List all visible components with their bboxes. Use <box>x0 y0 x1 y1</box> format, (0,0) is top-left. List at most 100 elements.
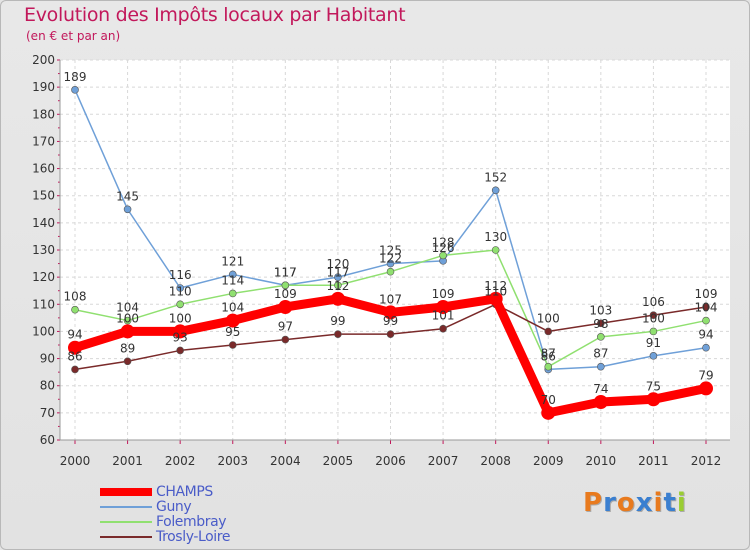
data-point-trosly-loire <box>334 330 342 338</box>
data-label-champs: 109 <box>432 287 455 301</box>
y-tick-label: 60 <box>40 433 55 447</box>
data-point-champs <box>436 300 451 314</box>
y-tick-label: 130 <box>32 243 55 257</box>
x-tick-label: 2004 <box>270 454 301 468</box>
data-point-folembray <box>439 251 447 260</box>
data-label-champs: 94 <box>67 328 82 342</box>
data-label-guny: 116 <box>169 268 192 282</box>
data-label-folembray: 87 <box>541 347 556 361</box>
data-point-guny <box>597 362 605 371</box>
data-label-folembray: 122 <box>379 252 402 266</box>
data-label-trosly-loire: 106 <box>642 295 665 309</box>
data-point-champs <box>699 381 713 396</box>
data-point-champs <box>541 405 556 420</box>
legend-swatch-champs <box>100 488 152 496</box>
data-label-guny: 86 <box>541 349 556 363</box>
data-point-folembray <box>544 362 553 371</box>
legend-swatch-trosly-loire <box>100 536 152 538</box>
legend: CHAMPS Guny Folembray Trosly-Loire <box>100 484 300 545</box>
y-tick-label: 100 <box>32 324 55 338</box>
legend-label-folembray: Folembray <box>156 514 227 530</box>
logo-letter: i <box>653 488 664 518</box>
legend-item-trosly-loire[interactable]: Trosly-Loire <box>100 529 300 545</box>
x-tick-label: 2003 <box>217 454 248 468</box>
legend-label-guny: Guny <box>156 499 192 515</box>
data-label-folembray: 104 <box>116 301 139 315</box>
data-label-champs: 70 <box>541 393 556 407</box>
data-label-folembray: 100 <box>642 311 665 325</box>
data-label-champs: 107 <box>379 292 402 306</box>
data-point-guny <box>649 352 658 360</box>
data-label-trosly-loire: 99 <box>383 314 398 328</box>
data-label-folembray: 104 <box>695 301 718 315</box>
data-label-guny: 125 <box>379 244 402 258</box>
data-label-trosly-loire: 95 <box>225 325 240 339</box>
x-tick-label: 2011 <box>638 454 669 468</box>
data-point-guny <box>491 186 500 195</box>
data-point-champs <box>68 340 82 355</box>
data-label-trosly-loire: 109 <box>695 287 718 301</box>
data-label-guny: 121 <box>221 254 244 268</box>
y-tick-label: 180 <box>32 107 55 121</box>
data-point-trosly-loire <box>702 303 710 311</box>
chart-subtitle: (en € et par an) <box>26 29 121 43</box>
logo-letter: P <box>583 488 604 518</box>
data-point-folembray <box>597 333 605 341</box>
data-point-champs <box>330 291 345 306</box>
data-point-folembray <box>176 300 184 309</box>
y-tick-label: 140 <box>32 216 55 230</box>
data-point-trosly-loire <box>597 319 605 328</box>
x-tick-label: 2012 <box>691 454 722 468</box>
data-point-folembray <box>386 267 395 276</box>
data-point-folembray <box>649 327 658 336</box>
data-label-folembray: 108 <box>64 290 87 304</box>
data-label-trosly-loire: 86 <box>67 349 82 363</box>
data-label-trosly-loire: 99 <box>330 314 345 328</box>
legend-swatch-folembray <box>100 521 152 523</box>
data-label-folembray: 130 <box>484 230 507 244</box>
legend-item-champs[interactable]: CHAMPS <box>100 484 300 500</box>
data-label-trosly-loire: 103 <box>589 303 612 317</box>
logo-letter: t <box>663 488 677 518</box>
data-point-trosly-loire <box>386 330 395 338</box>
y-tick-label: 120 <box>32 270 55 284</box>
data-point-champs <box>383 305 398 320</box>
data-point-guny <box>71 86 79 94</box>
data-label-trosly-loire: 97 <box>278 320 293 334</box>
data-point-champs <box>646 392 661 407</box>
y-tick-label: 160 <box>32 162 55 176</box>
y-tick-label: 90 <box>40 352 55 366</box>
legend-item-folembray[interactable]: Folembray <box>100 514 300 530</box>
data-point-trosly-loire <box>228 341 237 349</box>
data-point-guny <box>228 270 237 279</box>
y-tick-label: 200 <box>32 53 55 67</box>
data-point-trosly-loire <box>439 324 447 333</box>
data-point-trosly-loire <box>123 357 132 366</box>
data-label-champs: 104 <box>221 301 244 315</box>
data-label-guny: 117 <box>274 265 297 279</box>
y-tick-label: 80 <box>40 379 55 393</box>
y-tick-label: 170 <box>32 134 55 148</box>
logo-letter: r <box>603 488 617 518</box>
data-point-folembray <box>334 281 342 290</box>
legend-item-guny[interactable]: Guny <box>100 499 300 515</box>
data-point-guny <box>176 284 184 292</box>
data-label-guny: 126 <box>432 241 455 255</box>
logo-letter: o <box>616 488 636 518</box>
data-label-trosly-loire: 100 <box>537 311 560 325</box>
data-label-folembray: 98 <box>593 317 608 331</box>
x-tick-label: 2000 <box>60 454 91 468</box>
data-point-trosly-loire <box>176 346 184 355</box>
data-label-folembray: 117 <box>326 265 349 279</box>
data-label-folembray: 128 <box>432 235 455 249</box>
data-label-champs: 100 <box>116 311 139 325</box>
data-point-folembray <box>228 289 237 298</box>
data-point-trosly-loire <box>544 327 553 336</box>
data-label-trosly-loire: 89 <box>120 341 135 355</box>
data-label-champs: 100 <box>169 311 192 325</box>
y-tick-label: 110 <box>32 297 55 311</box>
data-point-champs <box>593 395 608 409</box>
data-label-guny: 120 <box>326 257 349 271</box>
data-label-champs: 74 <box>593 382 608 396</box>
legend-label-champs: CHAMPS <box>156 484 213 500</box>
